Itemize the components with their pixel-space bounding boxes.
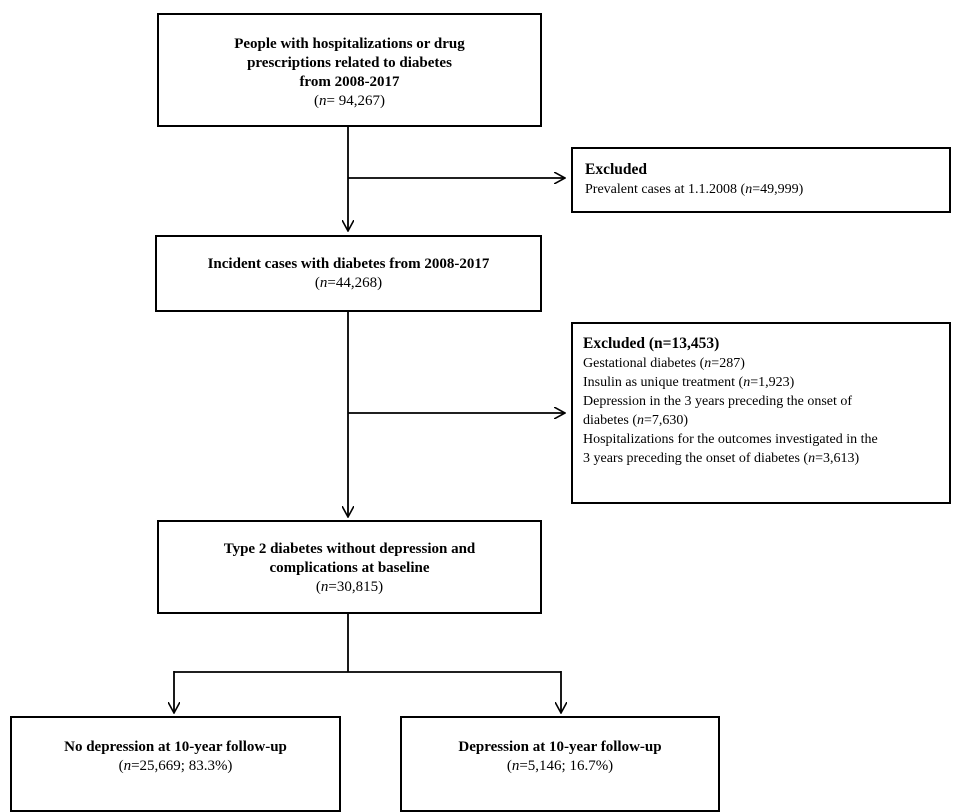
excluded-2-item: Insulin as unique treatment (n=1,923) xyxy=(583,375,795,390)
excluded-2-title: Excluded (n=13,453) xyxy=(583,335,720,352)
excluded-2-item: Hospitalizations for the outcomes invest… xyxy=(583,432,878,447)
box-no-depression: No depression at 10-year follow-up (n=25… xyxy=(10,716,341,812)
type2-line-1: Type 2 diabetes without depression and xyxy=(223,541,476,557)
type2-n: (n=30,815) xyxy=(315,579,384,595)
initial-line-3: from 2008-2017 xyxy=(299,74,400,90)
excluded-2-item: 3 years preceding the onset of diabetes … xyxy=(583,451,860,466)
box-excluded-criteria: Excluded (n=13,453) Gestational diabetes… xyxy=(571,322,951,504)
excluded-2-item: Depression in the 3 years preceding the … xyxy=(583,394,853,409)
box-initial-population: People with hospitalizations or drug pre… xyxy=(157,13,542,127)
type2-line-2: complications at baseline xyxy=(269,560,430,576)
box-depression: Depression at 10-year follow-up (n=5,146… xyxy=(400,716,720,812)
incident-title: Incident cases with diabetes from 2008-2… xyxy=(207,256,490,272)
box-incident-cases: Incident cases with diabetes from 2008-2… xyxy=(155,235,542,312)
initial-line-1: People with hospitalizations or drug xyxy=(234,36,465,52)
initial-n: (n= 94,267) xyxy=(314,93,385,109)
excluded-1-line: Prevalent cases at 1.1.2008 (n=49,999) xyxy=(585,182,804,197)
excluded-2-item: Gestational diabetes (n=287) xyxy=(583,356,745,371)
incident-n: (n=44,268) xyxy=(314,275,383,291)
box-excluded-prevalent: Excluded Prevalent cases at 1.1.2008 (n=… xyxy=(571,147,951,213)
no-depression-title: No depression at 10-year follow-up xyxy=(64,739,287,755)
box-type2-diabetes: Type 2 diabetes without depression and c… xyxy=(157,520,542,614)
no-depression-n: (n=25,669; 83.3%) xyxy=(118,758,233,774)
excluded-2-item: diabetes (n=7,630) xyxy=(583,413,689,428)
depression-title: Depression at 10-year follow-up xyxy=(458,739,662,755)
depression-n: (n=5,146; 16.7%) xyxy=(506,758,614,774)
excluded-1-title: Excluded xyxy=(585,161,648,178)
initial-line-2: prescriptions related to diabetes xyxy=(247,55,452,71)
